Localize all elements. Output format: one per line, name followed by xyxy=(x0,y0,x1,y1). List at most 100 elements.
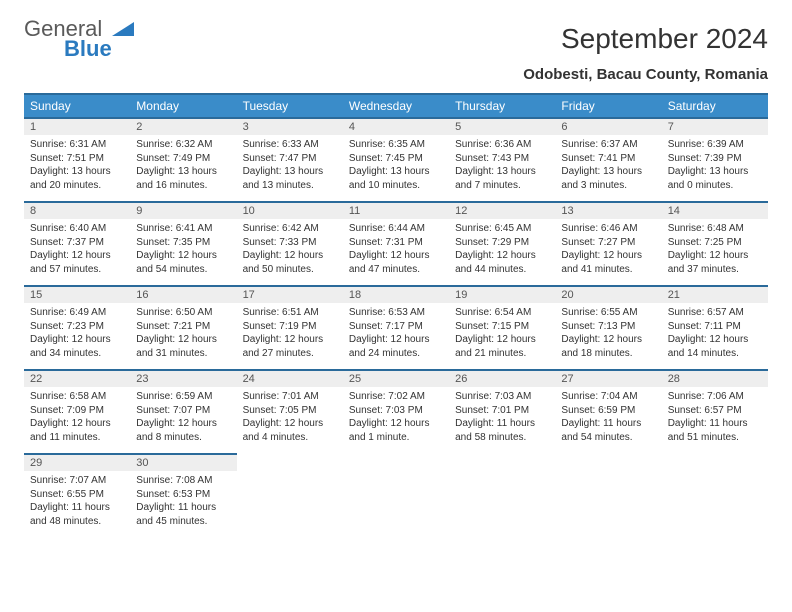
weekday-thursday: Thursday xyxy=(449,94,555,117)
day-cell: 26 Sunrise: 7:03 AMSunset: 7:01 PMDayligh… xyxy=(449,369,555,453)
day-sunset: Sunset: 7:45 PM xyxy=(349,152,443,166)
day-day1: Daylight: 11 hours xyxy=(30,501,124,515)
weekday-monday: Monday xyxy=(130,94,236,117)
day-sunset: Sunset: 7:43 PM xyxy=(455,152,549,166)
day-cell: 27Sunrise: 7:04 AMSunset: 6:59 PMDayligh… xyxy=(555,369,661,453)
day-cell: 21Sunrise: 6:57 AMSunset: 7:11 PMDayligh… xyxy=(662,285,768,369)
day-sunset: Sunset: 7:03 PM xyxy=(349,404,443,418)
day-body: Sunrise: 6:41 AMSunset: 7:35 PMDaylight:… xyxy=(130,219,236,279)
logo-triangle-icon xyxy=(112,18,134,40)
day-cell: 23Sunrise: 6:59 AMSunset: 7:07 PMDayligh… xyxy=(130,369,236,453)
day-body: Sunrise: 6:33 AMSunset: 7:47 PMDaylight:… xyxy=(237,135,343,195)
day-day1: Daylight: 12 hours xyxy=(455,249,549,263)
day-sunset: Sunset: 7:01 PM xyxy=(455,404,549,418)
day-sunrise: Sunrise: 7:03 AM xyxy=(455,390,549,404)
weekday-friday: Friday xyxy=(555,94,661,117)
page-title: September 2024 xyxy=(561,23,768,55)
day-cell xyxy=(343,453,449,537)
day-sunset: Sunset: 7:49 PM xyxy=(136,152,230,166)
day-number: 3 xyxy=(237,117,343,135)
day-number: 4 xyxy=(343,117,449,135)
day-sunrise: Sunrise: 6:54 AM xyxy=(455,306,549,320)
day-day1: Daylight: 11 hours xyxy=(668,417,762,431)
day-number: 15 xyxy=(24,285,130,303)
day-day1: Daylight: 11 hours xyxy=(455,417,549,431)
day-body: Sunrise: 7:08 AMSunset: 6:53 PMDaylight:… xyxy=(130,471,236,531)
day-day2: and 51 minutes. xyxy=(668,431,762,445)
day-day2: and 11 minutes. xyxy=(30,431,124,445)
day-number: 12 xyxy=(449,201,555,219)
day-cell: 28Sunrise: 7:06 AMSunset: 6:57 PMDayligh… xyxy=(662,369,768,453)
day-day2: and 14 minutes. xyxy=(668,347,762,361)
day-sunset: Sunset: 7:41 PM xyxy=(561,152,655,166)
day-day1: Daylight: 12 hours xyxy=(30,417,124,431)
day-number: 29 xyxy=(24,453,130,471)
day-body: Sunrise: 7:02 AMSunset: 7:03 PMDaylight:… xyxy=(343,387,449,447)
logo-word-blue: Blue xyxy=(64,38,134,60)
day-cell: 8Sunrise: 6:40 AMSunset: 7:37 PMDaylight… xyxy=(24,201,130,285)
day-sunset: Sunset: 7:11 PM xyxy=(668,320,762,334)
day-sunset: Sunset: 7:07 PM xyxy=(136,404,230,418)
day-day1: Daylight: 13 hours xyxy=(136,165,230,179)
day-cell: 18Sunrise: 6:53 AMSunset: 7:17 PMDayligh… xyxy=(343,285,449,369)
day-day1: Daylight: 12 hours xyxy=(243,333,337,347)
day-number: 28 xyxy=(662,369,768,387)
day-number: 10 xyxy=(237,201,343,219)
day-body: Sunrise: 6:53 AMSunset: 7:17 PMDaylight:… xyxy=(343,303,449,363)
day-day1: Daylight: 12 hours xyxy=(30,249,124,263)
day-day1: Daylight: 13 hours xyxy=(561,165,655,179)
day-sunset: Sunset: 7:17 PM xyxy=(349,320,443,334)
day-body: Sunrise: 6:59 AMSunset: 7:07 PMDaylight:… xyxy=(130,387,236,447)
day-sunrise: Sunrise: 6:55 AM xyxy=(561,306,655,320)
day-number: 17 xyxy=(237,285,343,303)
day-sunrise: Sunrise: 6:36 AM xyxy=(455,138,549,152)
day-sunrise: Sunrise: 6:35 AM xyxy=(349,138,443,152)
day-cell: 17Sunrise: 6:51 AMSunset: 7:19 PMDayligh… xyxy=(237,285,343,369)
day-number: 11 xyxy=(343,201,449,219)
day-sunrise: Sunrise: 6:33 AM xyxy=(243,138,337,152)
day-number: 27 xyxy=(555,369,661,387)
day-day1: Daylight: 12 hours xyxy=(243,417,337,431)
day-number: 19 xyxy=(449,285,555,303)
day-cell: 11Sunrise: 6:44 AMSunset: 7:31 PMDayligh… xyxy=(343,201,449,285)
day-sunrise: Sunrise: 6:40 AM xyxy=(30,222,124,236)
day-day1: Daylight: 12 hours xyxy=(561,333,655,347)
week-row: 22Sunrise: 6:58 AMSunset: 7:09 PMDayligh… xyxy=(24,369,768,453)
day-day1: Daylight: 12 hours xyxy=(349,417,443,431)
day-sunrise: Sunrise: 7:07 AM xyxy=(30,474,124,488)
logo: General Blue xyxy=(24,18,134,60)
day-number: 26 xyxy=(449,369,555,387)
day-cell: 19Sunrise: 6:54 AMSunset: 7:15 PMDayligh… xyxy=(449,285,555,369)
weekday-wednesday: Wednesday xyxy=(343,94,449,117)
day-day1: Daylight: 12 hours xyxy=(455,333,549,347)
day-body: Sunrise: 6:39 AMSunset: 7:39 PMDaylight:… xyxy=(662,135,768,195)
day-day2: and 34 minutes. xyxy=(30,347,124,361)
day-cell: 6 Sunrise: 6:37 AMSunset: 7:41 PMDaylight… xyxy=(555,117,661,201)
day-number: 25 xyxy=(343,369,449,387)
day-sunrise: Sunrise: 6:41 AM xyxy=(136,222,230,236)
day-sunrise: Sunrise: 6:37 AM xyxy=(561,138,655,152)
day-sunset: Sunset: 6:59 PM xyxy=(561,404,655,418)
day-cell xyxy=(662,453,768,537)
day-sunset: Sunset: 7:25 PM xyxy=(668,236,762,250)
day-body: Sunrise: 6:36 AMSunset: 7:43 PMDaylight:… xyxy=(449,135,555,195)
day-body: Sunrise: 6:32 AMSunset: 7:49 PMDaylight:… xyxy=(130,135,236,195)
day-sunset: Sunset: 7:37 PM xyxy=(30,236,124,250)
day-cell xyxy=(449,453,555,537)
day-body: Sunrise: 6:49 AMSunset: 7:23 PMDaylight:… xyxy=(24,303,130,363)
day-number: 6 xyxy=(555,117,661,135)
day-day2: and 13 minutes. xyxy=(243,179,337,193)
day-day1: Daylight: 13 hours xyxy=(668,165,762,179)
day-sunrise: Sunrise: 6:57 AM xyxy=(668,306,762,320)
day-sunset: Sunset: 6:55 PM xyxy=(30,488,124,502)
logo-text: General Blue xyxy=(24,18,134,60)
day-cell: 9Sunrise: 6:41 AMSunset: 7:35 PMDaylight… xyxy=(130,201,236,285)
day-cell: 1Sunrise: 6:31 AMSunset: 7:51 PMDaylight… xyxy=(24,117,130,201)
day-cell: 10Sunrise: 6:42 AMSunset: 7:33 PMDayligh… xyxy=(237,201,343,285)
day-day1: Daylight: 12 hours xyxy=(136,249,230,263)
day-body: Sunrise: 6:35 AMSunset: 7:45 PMDaylight:… xyxy=(343,135,449,195)
day-sunrise: Sunrise: 6:45 AM xyxy=(455,222,549,236)
day-day2: and 58 minutes. xyxy=(455,431,549,445)
day-day2: and 37 minutes. xyxy=(668,263,762,277)
day-cell: 4Sunrise: 6:35 AMSunset: 7:45 PMDaylight… xyxy=(343,117,449,201)
